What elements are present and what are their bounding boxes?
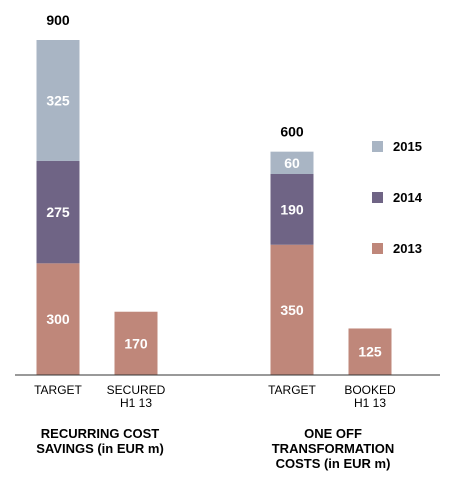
legend-label-2014: 2014: [393, 190, 423, 205]
group-label: RECURRING COST: [41, 426, 160, 441]
data-label: 275: [46, 204, 70, 220]
category-label: SECURED: [107, 383, 166, 397]
bar-segment-2015: [36, 40, 80, 161]
legend-label-2013: 2013: [393, 241, 422, 256]
category-label: BOOKED: [344, 383, 396, 397]
total-label: 900: [46, 12, 70, 28]
data-label: 190: [280, 201, 304, 217]
group-label: ONE OFF: [304, 426, 362, 441]
legend: 2015 2014 2013: [372, 139, 423, 256]
data-label: 170: [124, 335, 148, 351]
group-label: COSTS (in EUR m): [276, 456, 391, 471]
bars-layer: 300 275 325 900 170 350 190 60 600 125: [36, 12, 392, 375]
bar-segment-2013: [270, 244, 314, 375]
data-label: 350: [280, 302, 304, 318]
category-label: TARGET: [268, 383, 316, 397]
data-label: 125: [358, 344, 382, 360]
legend-swatch-2015: [372, 141, 383, 152]
legend-label-2015: 2015: [393, 139, 422, 154]
category-label: TARGET: [34, 383, 82, 397]
bar-segment-2013: [114, 311, 158, 375]
legend-swatch-2013: [372, 243, 383, 254]
data-label: 325: [46, 92, 70, 108]
bar-segment-2015: [270, 151, 314, 174]
bar-segment-2014: [270, 174, 314, 245]
category-label: H1 13: [120, 396, 152, 410]
legend-swatch-2014: [372, 192, 383, 203]
group-label: TRANSFORMATION: [272, 441, 395, 456]
data-label: 60: [284, 155, 300, 171]
data-label: 300: [46, 311, 70, 327]
bar-segment-2013: [36, 263, 80, 375]
total-label: 600: [280, 124, 304, 140]
bar-segment-2013: [348, 328, 392, 375]
category-label: H1 13: [354, 396, 386, 410]
bar-segment-2014: [36, 160, 80, 264]
group-label: SAVINGS (in EUR m): [36, 441, 164, 456]
